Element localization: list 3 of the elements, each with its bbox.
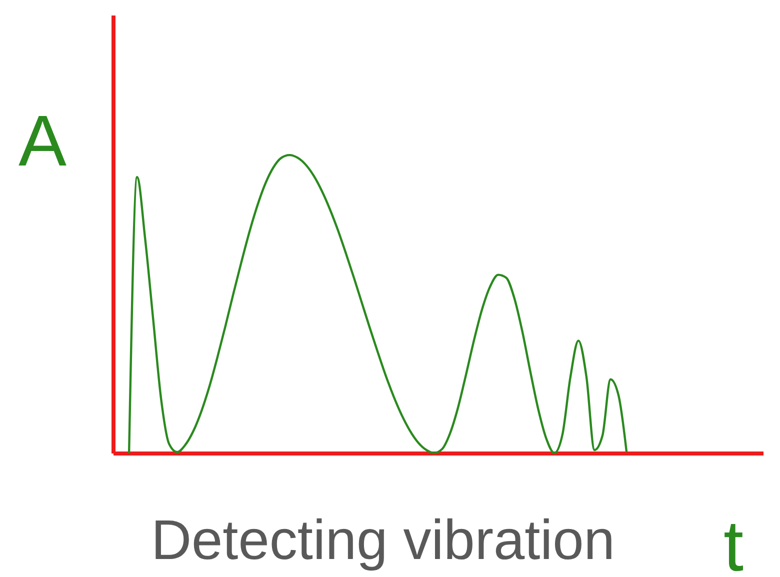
text: Detecting vibration [151, 508, 615, 571]
y-axis-title: A [18, 102, 67, 182]
x-axis-title: t [724, 506, 744, 577]
